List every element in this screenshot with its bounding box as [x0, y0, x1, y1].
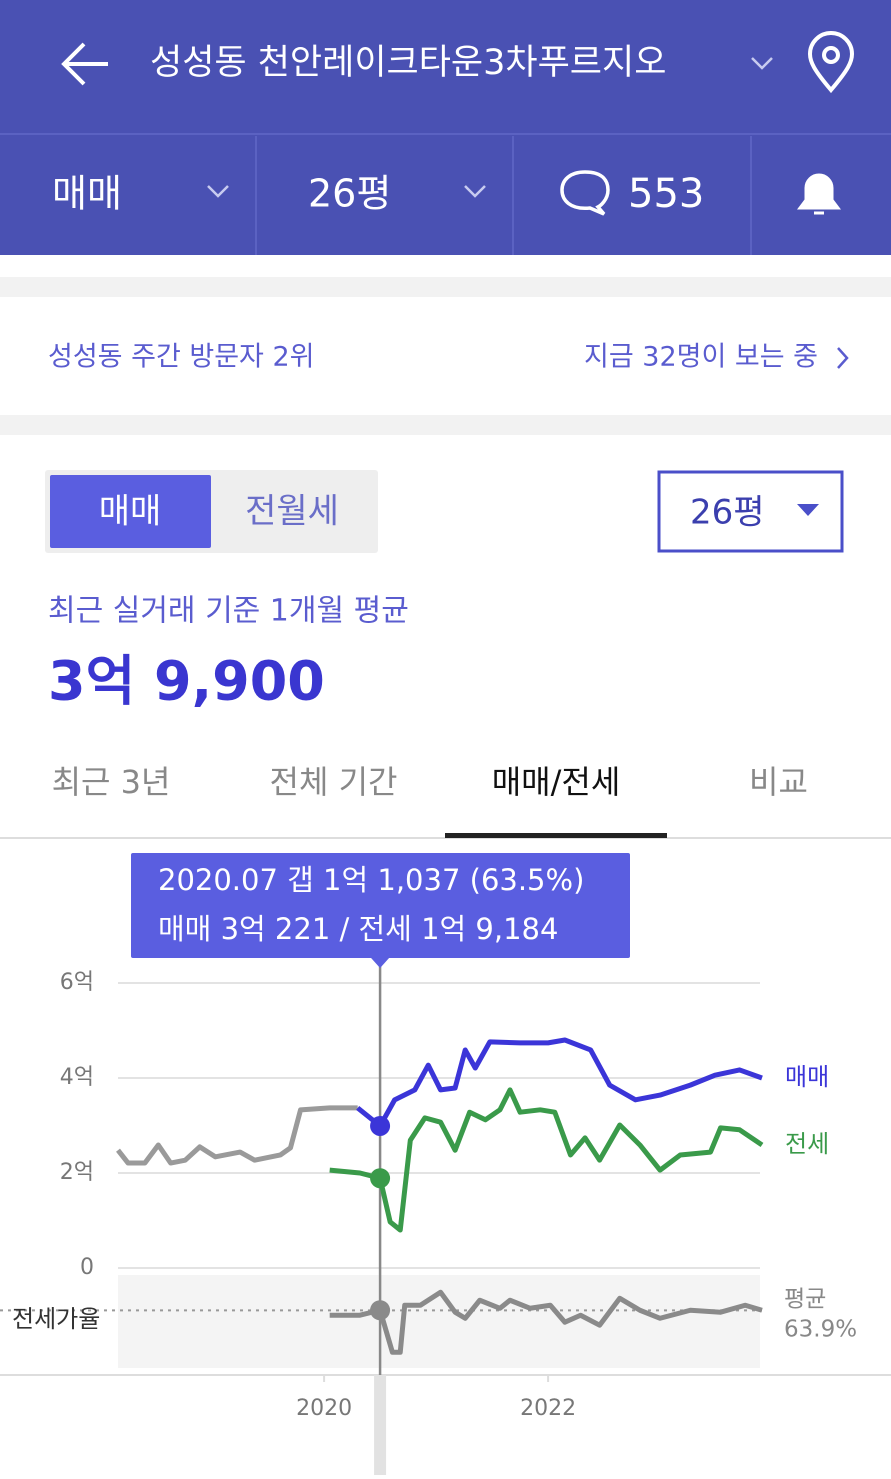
cursor-dot: [370, 1300, 391, 1321]
complex-title[interactable]: 성성동 천안레이크타운3차푸르지오: [150, 43, 666, 83]
tooltip: [131, 853, 630, 958]
x-tick-label: 2020: [296, 1396, 352, 1421]
spacer: [0, 277, 891, 297]
price-caption: 최근 실거래 기준 1개월 평균: [48, 594, 409, 629]
series-label: 전세: [785, 1130, 829, 1158]
period-tab[interactable]: 전체 기간: [270, 763, 398, 801]
cursor-dot: [370, 1168, 391, 1189]
y-tick-label: 6억: [60, 970, 94, 995]
ratio-line: [329, 1289, 763, 1355]
toggle-option[interactable]: 전월세: [245, 492, 339, 532]
size-dropdown-label: 26평: [690, 493, 765, 533]
cursor-strip: [374, 1375, 387, 1475]
dropdown-icon: [464, 185, 486, 198]
period-tab[interactable]: 매매/전세: [492, 763, 621, 801]
back-button[interactable]: [61, 42, 108, 86]
average-value: 63.9%: [784, 1317, 857, 1343]
toggle-option[interactable]: 매매: [99, 492, 162, 532]
average-price: 3억 9,900: [48, 650, 325, 713]
history-line: [116, 1105, 358, 1166]
size-select[interactable]: 26평: [308, 172, 391, 216]
series-label: 매매: [785, 1063, 829, 1091]
series-line: [329, 1087, 764, 1233]
bell-icon[interactable]: [797, 173, 841, 215]
series-line: [356, 1037, 763, 1129]
chevron: [837, 347, 849, 369]
y-tick-label: 0: [80, 1255, 94, 1280]
cursor-dot: [370, 1115, 391, 1136]
y-tick-label: 4억: [60, 1065, 94, 1090]
viewer-count[interactable]: 지금 32명이 보는 중: [584, 342, 818, 373]
dropdown-icon[interactable]: [751, 57, 773, 70]
tab-indicator: [445, 833, 667, 838]
dropdown-caret: [797, 504, 819, 516]
tooltip-text: 매매 3억 221 / 전세 1억 9,184: [158, 912, 558, 946]
average-label: 평균: [784, 1287, 826, 1313]
ratio-panel: [118, 1275, 760, 1368]
toggle-active: [50, 475, 211, 548]
map-pin-dot: [822, 46, 840, 64]
visitor-rank[interactable]: 성성동 주간 방문자 2위: [48, 342, 315, 373]
tooltip-text: 2020.07 갭 1억 1,037 (63.5%): [158, 863, 584, 897]
period-tab[interactable]: 최근 3년: [52, 763, 171, 801]
x-tick-label: 2022: [520, 1396, 576, 1421]
period-tab[interactable]: 비교: [749, 763, 808, 801]
spacer: [0, 415, 891, 435]
y-tick-label: 2억: [60, 1160, 94, 1185]
comment-icon[interactable]: [560, 170, 610, 216]
comment-count[interactable]: 553: [628, 171, 704, 217]
deal-select[interactable]: 매매: [52, 172, 122, 216]
dropdown-icon: [207, 185, 229, 198]
map-pin[interactable]: [807, 31, 855, 94]
app-bar: [0, 0, 891, 255]
tooltip-pointer: [371, 958, 390, 968]
ratio-label: 전세가율: [12, 1305, 100, 1333]
